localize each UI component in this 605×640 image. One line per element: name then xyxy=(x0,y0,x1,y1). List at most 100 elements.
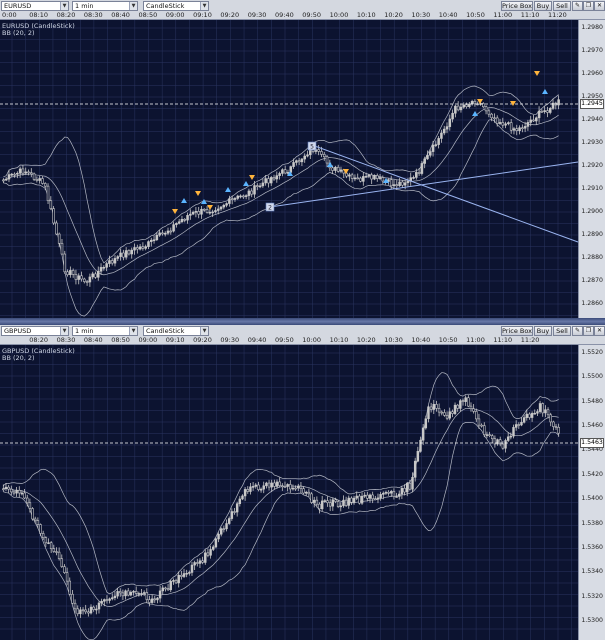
candle-body xyxy=(480,424,483,427)
price-tick-label: 1.5480 xyxy=(581,397,603,405)
candle-body xyxy=(403,487,406,493)
draw-tool-icon[interactable]: ✎ xyxy=(572,326,583,336)
candle-body xyxy=(113,258,117,264)
time-tick-label: 10:00 xyxy=(302,336,322,344)
candle-body xyxy=(150,598,154,603)
candle-body xyxy=(102,266,106,269)
interval-select[interactable]: 1 min ▼ xyxy=(72,1,138,11)
candle-body xyxy=(440,132,443,139)
candle-body xyxy=(258,185,262,188)
candles xyxy=(2,395,560,618)
chevron-down-icon[interactable]: ▼ xyxy=(200,2,208,10)
candle-body xyxy=(76,608,79,615)
candle-body xyxy=(398,181,401,187)
candle-body xyxy=(262,485,265,490)
candle-body xyxy=(63,253,67,273)
candle-body xyxy=(68,580,71,595)
candle-body xyxy=(278,481,281,486)
current-price-badge: 1.5463 xyxy=(580,438,604,448)
candle-body xyxy=(230,511,234,519)
candle-body xyxy=(254,484,257,487)
candle-body xyxy=(281,169,284,174)
interval-select[interactable]: 1 min ▼ xyxy=(72,326,138,336)
candle-body xyxy=(228,198,231,204)
chart-type-select[interactable]: CandleStick ▼ xyxy=(143,1,209,11)
close-icon[interactable]: ✕ xyxy=(594,1,605,11)
candle-body xyxy=(485,434,489,436)
candle-body xyxy=(521,127,524,130)
candle-body xyxy=(108,260,111,264)
time-tick-label: 0:00 xyxy=(2,11,17,19)
sell-button[interactable]: Sell xyxy=(553,326,571,336)
candle-body xyxy=(63,566,66,573)
candle-body xyxy=(147,241,150,247)
candle-body xyxy=(105,599,109,601)
candle-body xyxy=(507,122,510,125)
chevron-down-icon[interactable]: ▼ xyxy=(129,2,137,10)
candle-body xyxy=(91,273,94,278)
candle-body xyxy=(31,508,34,520)
restore-icon[interactable]: ❐ xyxy=(583,326,594,336)
candle-body xyxy=(487,110,491,115)
candle-body xyxy=(448,118,452,127)
close-icon[interactable]: ✕ xyxy=(594,326,605,336)
candle-body xyxy=(413,460,417,478)
sell-button[interactable]: Sell xyxy=(553,1,571,11)
price-axis[interactable]: 1.5520 1.5500 1.5480 1.5460 1.5440 1.5420 1.54… xyxy=(578,345,605,640)
candle-body xyxy=(85,281,89,283)
candle-body xyxy=(461,400,465,402)
candle-body xyxy=(236,195,240,199)
candle-body xyxy=(188,572,191,574)
price-box-button[interactable]: Price Box xyxy=(501,1,533,11)
chevron-down-icon[interactable]: ▼ xyxy=(129,327,137,335)
buy-button[interactable]: Buy xyxy=(534,1,552,11)
symbol-select[interactable]: GBPUSD ▼ xyxy=(1,326,69,336)
buy-button[interactable]: Buy xyxy=(534,326,552,336)
candle-body xyxy=(129,591,133,596)
candle-body xyxy=(281,485,284,487)
price-tick-label: 1.5420 xyxy=(581,470,603,478)
chevron-down-icon[interactable]: ▼ xyxy=(200,327,208,335)
candle-body xyxy=(88,276,92,283)
panel-splitter[interactable] xyxy=(0,318,605,325)
candle-body xyxy=(538,403,542,412)
symbol-select[interactable]: EURUSD ▼ xyxy=(1,1,69,11)
candle-body xyxy=(483,425,486,436)
restore-icon[interactable]: ❐ xyxy=(583,1,594,11)
time-tick-label: 08:50 xyxy=(138,11,158,19)
price-axis[interactable]: 1.2980 1.2970 1.2960 1.2950 1.2940 1.2930 1.29… xyxy=(578,20,605,318)
candle-body xyxy=(541,403,544,414)
candle-body xyxy=(41,533,45,539)
candle-body xyxy=(233,511,236,513)
candle-body xyxy=(142,592,146,594)
candle-body xyxy=(96,270,100,278)
candle-body xyxy=(387,492,390,494)
candle-body xyxy=(350,497,353,503)
candlestick-chart[interactable]: 52 xyxy=(0,20,605,318)
candle-body xyxy=(536,411,539,414)
candle-body xyxy=(80,275,83,280)
chevron-down-icon[interactable]: ▼ xyxy=(60,327,68,335)
price-tick-label: 1.2940 xyxy=(581,116,603,123)
candle-body xyxy=(39,524,42,534)
candle-body xyxy=(336,166,340,172)
time-tick-label: 08:30 xyxy=(56,336,76,344)
draw-tool-icon[interactable]: ✎ xyxy=(572,1,583,11)
bollinger-middle xyxy=(3,107,559,276)
price-box-button[interactable]: Price Box xyxy=(501,326,533,336)
candle-body xyxy=(459,106,463,111)
candle-body xyxy=(421,427,425,441)
candlestick-chart[interactable] xyxy=(0,345,605,640)
indicator-label: BB (20, 2) xyxy=(2,29,35,37)
chart-area[interactable]: GBPUSD (CandleStick) BB (20, 2) 1.5520 1.… xyxy=(0,345,605,640)
chevron-down-icon[interactable]: ▼ xyxy=(60,2,68,10)
candle-body xyxy=(548,108,552,113)
candle-body xyxy=(66,271,69,276)
symbol-value: GBPUSD xyxy=(4,327,32,335)
price-tick-label: 1.5320 xyxy=(581,592,603,600)
candle-body xyxy=(376,497,380,500)
candle-body xyxy=(92,606,95,610)
chart-type-select[interactable]: CandleStick ▼ xyxy=(143,326,209,336)
buy-signal-marker xyxy=(542,89,548,94)
